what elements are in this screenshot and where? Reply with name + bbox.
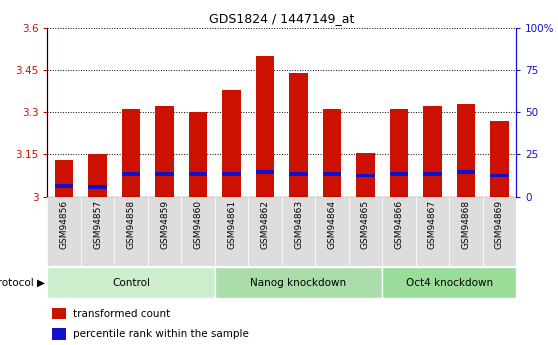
Text: GSM94867: GSM94867 [428,200,437,249]
Bar [323,172,341,176]
Text: Control: Control [112,278,150,288]
Text: GSM94864: GSM94864 [328,200,336,249]
Text: percentile rank within the sample: percentile rank within the sample [73,329,249,339]
FancyBboxPatch shape [248,197,282,266]
Bar [289,73,308,197]
Text: GSM94863: GSM94863 [294,200,303,249]
FancyBboxPatch shape [215,197,248,266]
FancyBboxPatch shape [47,197,81,266]
Bar [389,109,408,197]
Text: GSM94857: GSM94857 [93,200,102,249]
FancyBboxPatch shape [483,197,516,266]
Bar [490,120,509,197]
Bar [52,328,66,339]
FancyBboxPatch shape [215,267,382,298]
Bar [55,184,74,188]
Text: GSM94865: GSM94865 [361,200,370,249]
Text: GSM94868: GSM94868 [461,200,470,249]
Bar [389,172,408,176]
FancyBboxPatch shape [449,197,483,266]
Text: GSM94862: GSM94862 [261,200,270,249]
Text: Nanog knockdown: Nanog knockdown [251,278,347,288]
Bar [189,172,208,176]
Text: GSM94859: GSM94859 [160,200,169,249]
FancyBboxPatch shape [181,197,215,266]
Text: transformed count: transformed count [73,309,170,319]
FancyBboxPatch shape [114,197,148,266]
Text: GSM94861: GSM94861 [227,200,236,249]
Text: GSM94858: GSM94858 [127,200,136,249]
FancyBboxPatch shape [81,197,114,266]
Title: GDS1824 / 1447149_at: GDS1824 / 1447149_at [209,12,354,25]
Bar [189,112,208,197]
Text: protocol ▶: protocol ▶ [0,278,45,288]
Bar [356,153,375,197]
Bar [356,174,375,177]
Bar [256,56,274,197]
FancyBboxPatch shape [382,267,516,298]
Bar [88,185,107,189]
FancyBboxPatch shape [382,197,416,266]
Bar [52,308,66,319]
Bar [423,172,442,176]
Text: GSM94860: GSM94860 [194,200,203,249]
Bar [256,170,274,174]
Bar [55,160,74,197]
Bar [456,170,475,174]
Bar [222,90,241,197]
Bar [155,107,174,197]
Text: GSM94856: GSM94856 [60,200,69,249]
FancyBboxPatch shape [349,197,382,266]
FancyBboxPatch shape [416,197,449,266]
Bar [323,109,341,197]
Bar [88,155,107,197]
Bar [456,104,475,197]
FancyBboxPatch shape [47,267,215,298]
Bar [222,172,241,176]
Text: GSM94866: GSM94866 [395,200,403,249]
Text: GSM94869: GSM94869 [495,200,504,249]
Text: Oct4 knockdown: Oct4 knockdown [406,278,493,288]
Bar [122,172,141,176]
FancyBboxPatch shape [315,197,349,266]
Bar [289,172,308,176]
Bar [423,107,442,197]
Bar [122,109,141,197]
FancyBboxPatch shape [282,197,315,266]
FancyBboxPatch shape [148,197,181,266]
Bar [155,172,174,176]
Bar [490,174,509,177]
